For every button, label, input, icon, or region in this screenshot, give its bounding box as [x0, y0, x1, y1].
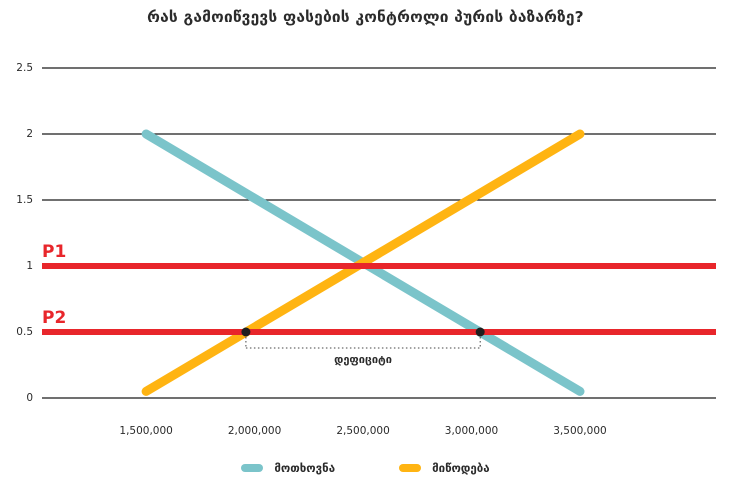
price-line-label-p2: P2: [42, 308, 67, 328]
shortage-point-demand: [475, 327, 485, 337]
price-line-label-p1: P1: [42, 242, 67, 262]
chart-legend: მოთხოვნა მიწოდება: [0, 461, 731, 475]
legend-label-supply: მიწოდება: [432, 461, 490, 475]
legend-label-demand: მოთხოვნა: [274, 461, 336, 475]
chart-title: რას გამოიწვევს ფასების კონტროლი პურის ბა…: [147, 8, 584, 26]
y-tick-label: 0: [26, 392, 33, 404]
x-tick-label: 1,500,000: [119, 425, 173, 437]
deficit-annotation-label: დეფიციტი: [334, 353, 392, 366]
y-tick-label: 0.5: [16, 326, 33, 338]
y-tick-label: 1.5: [16, 194, 33, 206]
demand-color-swatch: [241, 464, 264, 472]
supply-line: [141, 129, 585, 396]
x-tick-label: 2,000,000: [227, 425, 282, 437]
x-tick-label: 3,000,000: [444, 425, 499, 437]
y-tick-label: 2.5: [16, 62, 33, 74]
supply-color-swatch: [399, 464, 422, 472]
x-tick-label: 3,500,000: [553, 425, 607, 437]
y-tick-label: 2: [26, 128, 33, 140]
legend-item-supply: მიწოდება: [399, 461, 490, 475]
legend-item-demand: მოთხოვნა: [241, 461, 335, 475]
x-tick-label: 2,500,000: [336, 425, 390, 437]
shortage-point-supply: [241, 327, 251, 337]
y-tick-label: 1: [26, 260, 33, 272]
